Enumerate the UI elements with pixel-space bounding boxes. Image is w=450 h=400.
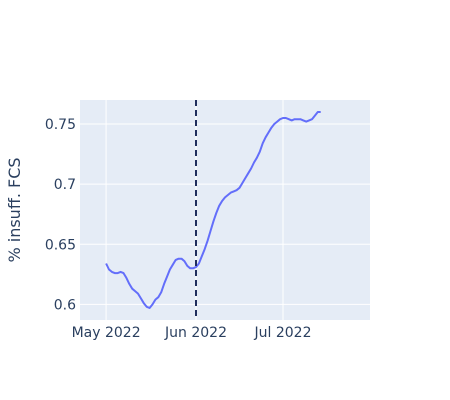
plot-area <box>80 100 370 320</box>
series-group <box>105 100 321 320</box>
y-tick-label: 0.6 <box>54 297 76 313</box>
y-tick-label: 0.75 <box>45 117 76 133</box>
x-tick-label: Jun 2022 <box>164 325 227 341</box>
y-axis-ticks: 0.6 0.65 0.7 0.75 <box>45 117 76 313</box>
y-tick-label: 0.65 <box>45 237 76 253</box>
x-tick-label: Jul 2022 <box>254 325 312 341</box>
x-axis-ticks: May 2022 Jun 2022 Jul 2022 <box>72 325 312 341</box>
y-axis-label: % insuff. FCS <box>5 157 24 262</box>
x-tick-label: May 2022 <box>72 325 141 341</box>
series-line <box>105 111 321 309</box>
y-tick-label: 0.7 <box>54 177 76 193</box>
